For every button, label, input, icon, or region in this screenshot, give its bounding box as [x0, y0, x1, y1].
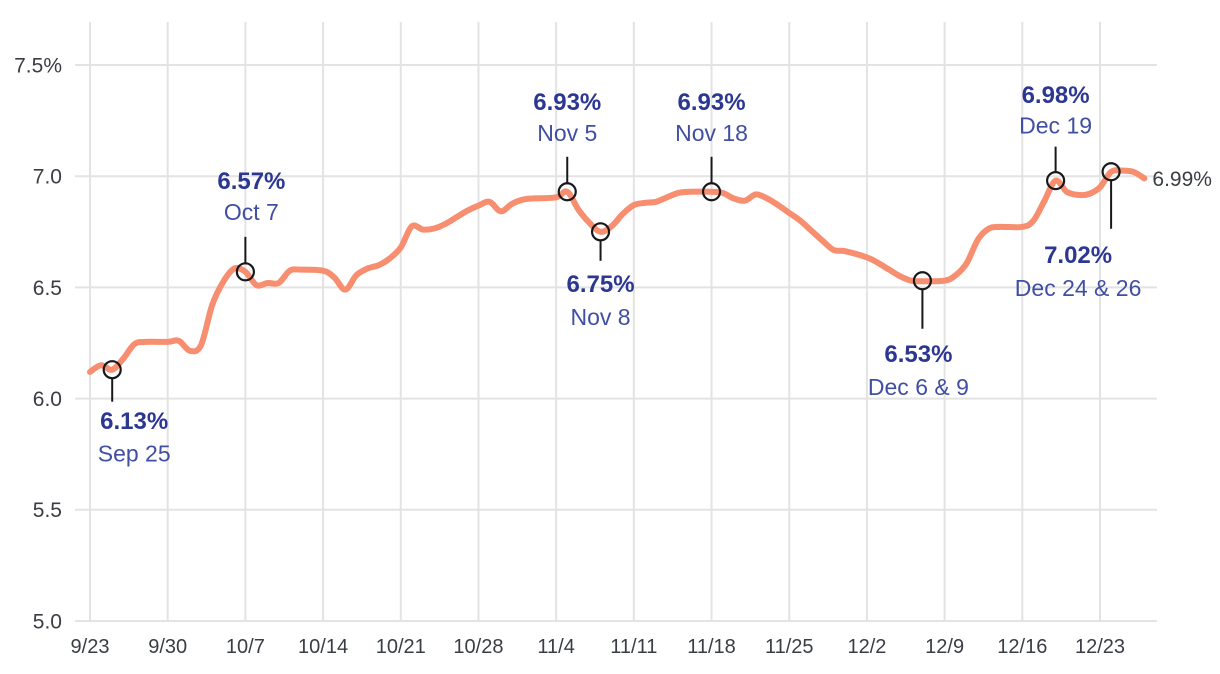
- annotation-date-label: Oct 7: [224, 199, 279, 225]
- annotation-date-label: Dec 24 & 26: [1015, 275, 1142, 301]
- x-tick-label: 10/7: [226, 636, 265, 658]
- y-tick-label: 7.5%: [14, 54, 62, 77]
- x-tick-label: 11/4: [537, 636, 574, 658]
- annotation-value-label: 6.13%: [100, 408, 168, 435]
- data-point-marker: [590, 222, 611, 242]
- x-tick-label: 10/14: [298, 636, 348, 658]
- y-tick-label: 5.5: [33, 499, 62, 522]
- annotation-date-label: Dec 6 & 9: [868, 374, 969, 400]
- x-tick-label: 11/25: [765, 636, 814, 658]
- x-tick-label: 10/28: [453, 636, 503, 658]
- x-tick-label: 9/30: [148, 636, 187, 658]
- x-tick-label: 10/21: [376, 636, 426, 658]
- y-tick-label: 6.5: [33, 277, 62, 300]
- x-tick-label: 12/16: [997, 636, 1047, 658]
- data-point-marker: [701, 182, 722, 202]
- annotation-date-label: Sep 25: [98, 441, 171, 467]
- annotation-date-label: Nov 8: [571, 304, 631, 330]
- annotation-value-label: 6.93%: [678, 89, 746, 116]
- y-tick-label: 7.0: [33, 166, 62, 189]
- x-tick-label: 12/9: [925, 636, 964, 658]
- annotation-value-label: 6.98%: [1022, 82, 1090, 109]
- current-rate-label: 6.99%: [1152, 168, 1212, 191]
- x-tick-label: 9/23: [71, 636, 110, 658]
- annotation-date-label: Dec 19: [1019, 113, 1092, 139]
- y-tick-label: 6.0: [33, 388, 62, 411]
- data-point-marker: [1046, 171, 1066, 191]
- data-point-marker: [102, 360, 122, 380]
- annotation-value-label: 6.53%: [884, 341, 952, 368]
- annotation-value-label: 6.57%: [217, 168, 285, 195]
- rate-line: [87, 167, 1148, 375]
- data-point-marker: [235, 262, 255, 282]
- annotation-date-label: Nov 18: [675, 120, 748, 146]
- data-point-marker: [557, 182, 577, 202]
- y-tick-label: 5.0: [33, 610, 62, 633]
- x-tick-label: 12/23: [1075, 636, 1125, 658]
- data-point-marker: [1101, 162, 1121, 182]
- x-tick-label: 12/2: [847, 636, 886, 658]
- x-tick-label: 11/11: [610, 636, 657, 658]
- annotation-date-label: Nov 5: [537, 120, 597, 146]
- annotation-value-label: 7.02%: [1044, 242, 1112, 269]
- annotation-value-label: 6.75%: [567, 271, 635, 298]
- data-point-marker: [912, 271, 933, 291]
- annotation-value-label: 6.93%: [533, 89, 601, 116]
- x-tick-label: 11/18: [687, 636, 736, 658]
